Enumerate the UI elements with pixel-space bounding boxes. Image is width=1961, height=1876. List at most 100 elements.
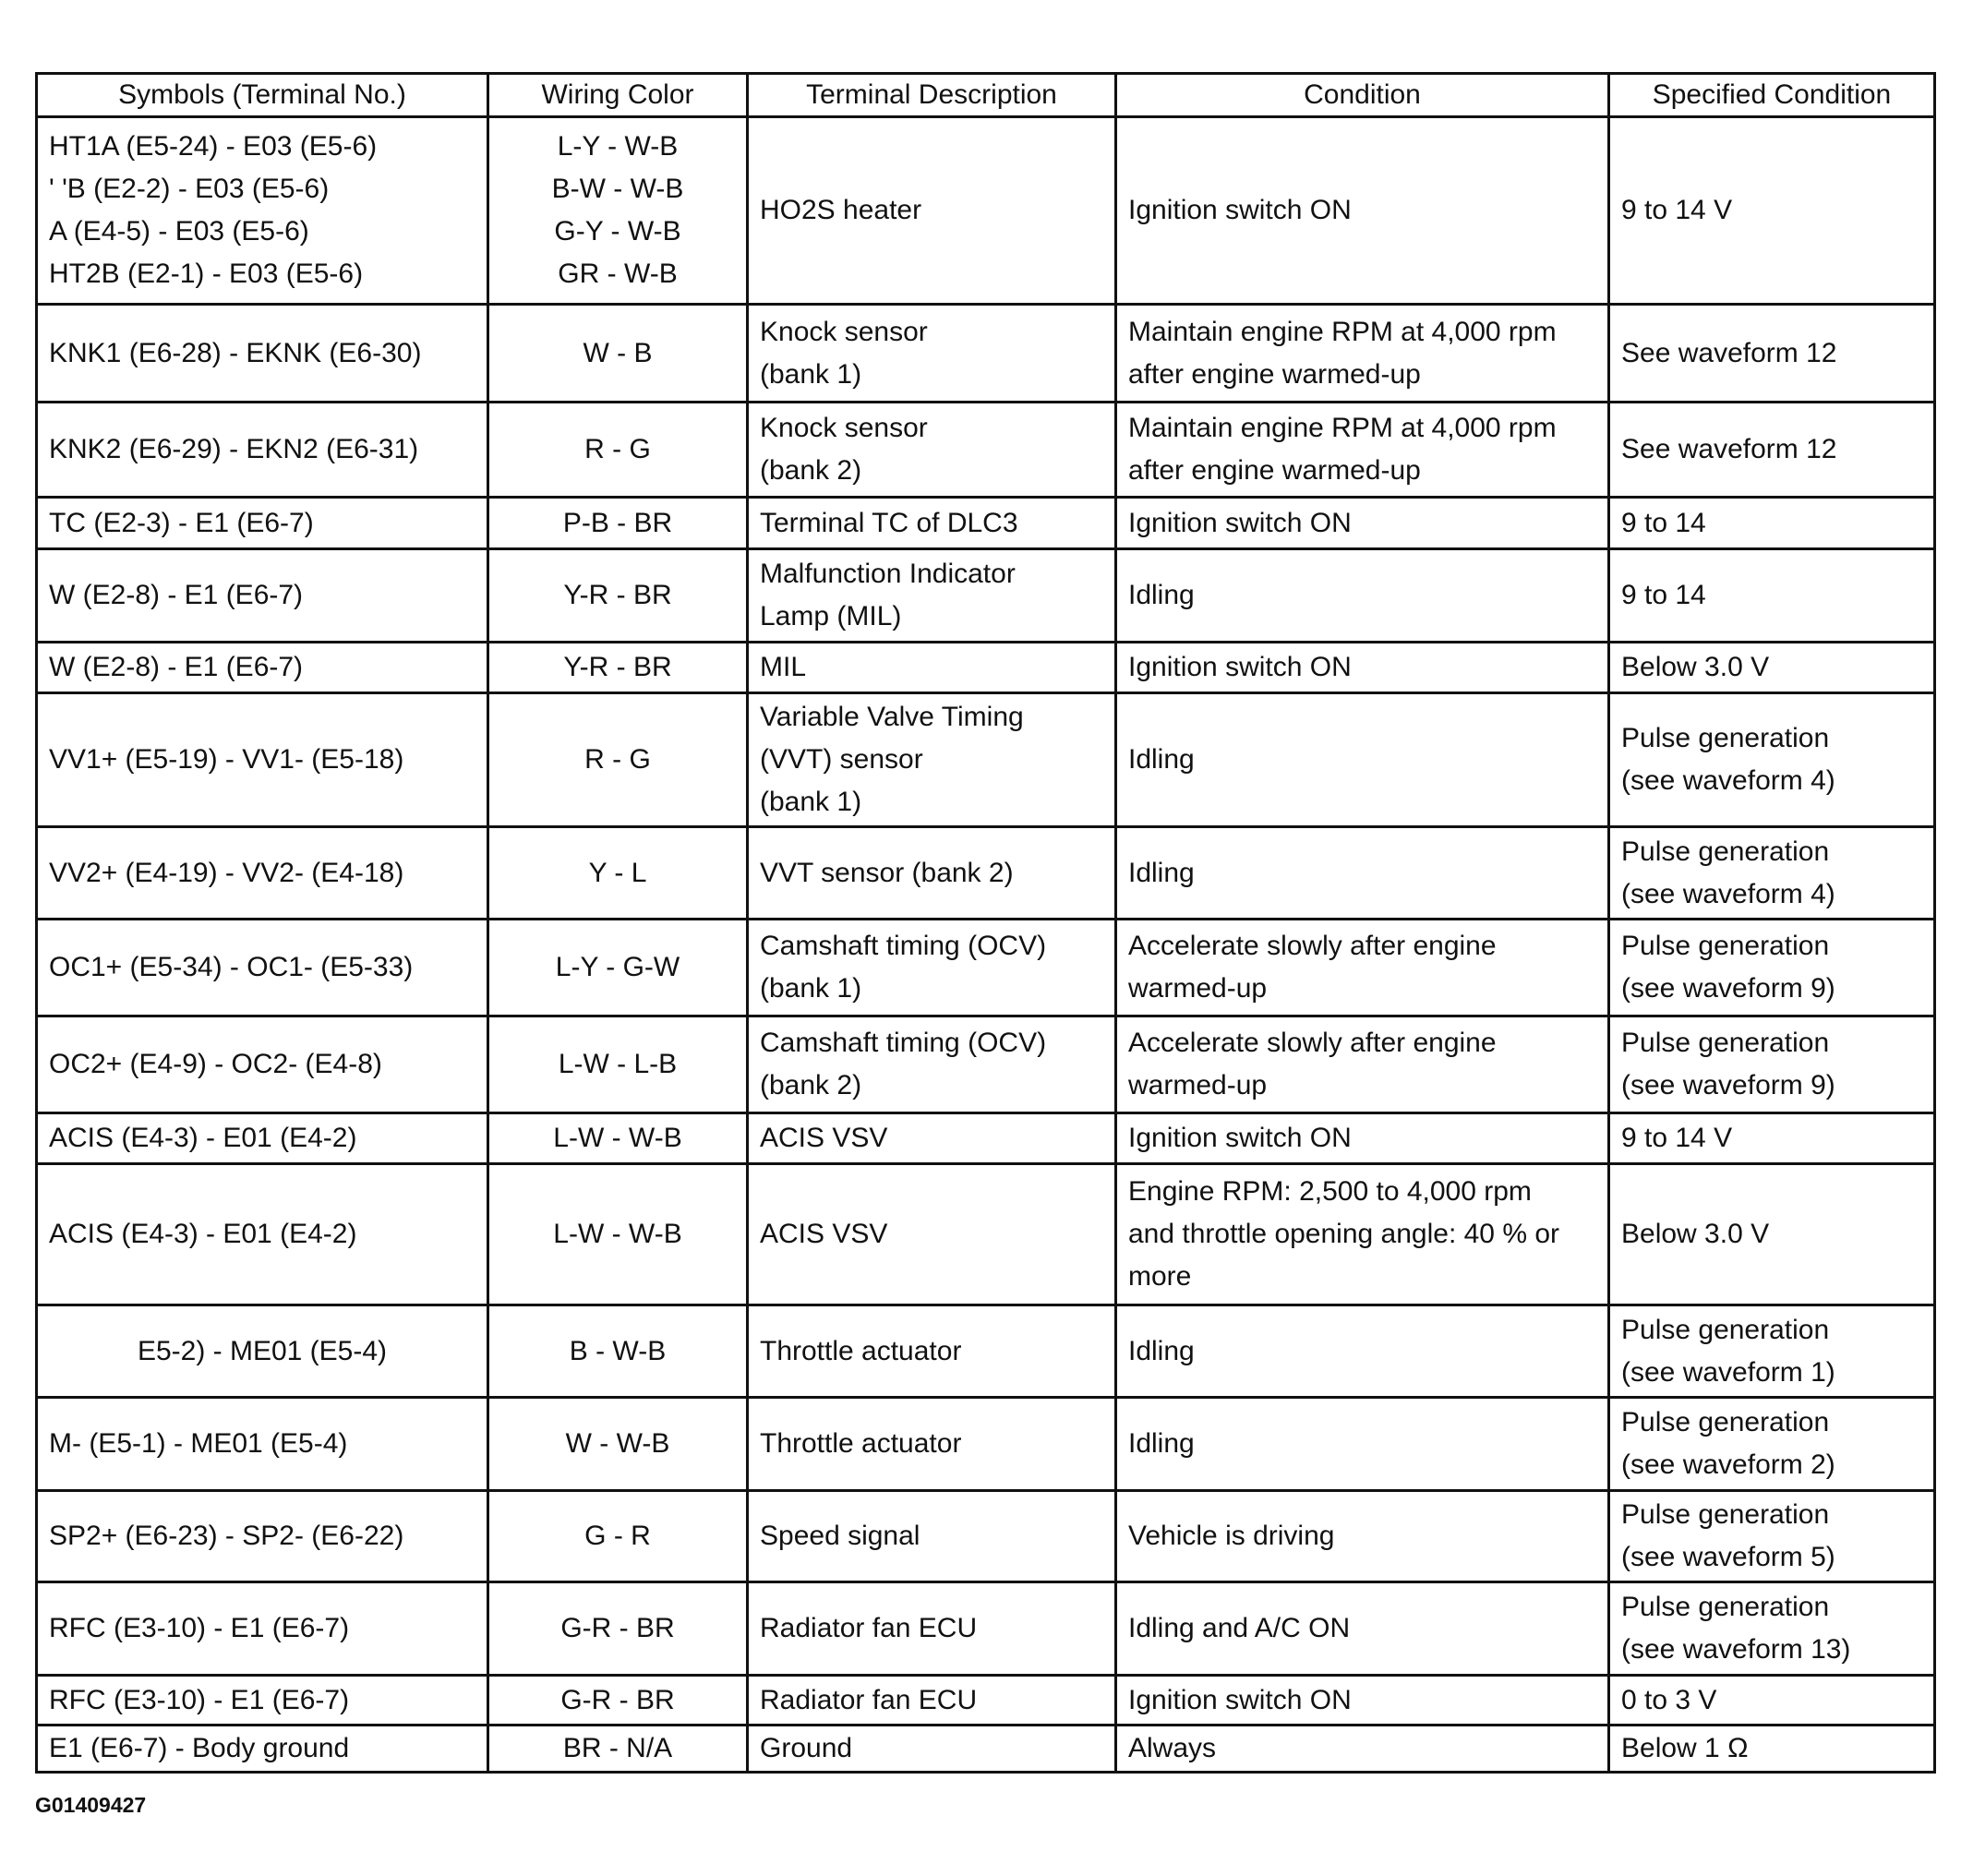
symbols-cell: KNK1 (E6-28) - EKNK (E6-30) [35, 303, 489, 403]
condition-cell: Idling [1114, 691, 1610, 828]
wiring-color-cell: W - B [487, 303, 749, 403]
table-row: M- (E5-1) - ME01 (E5-4) W - W-B Throttle a… [35, 1396, 1936, 1492]
specified-condition-cell: 9 to 14 V [1607, 1112, 1936, 1165]
header-symbols: Symbols (Terminal No.) [35, 72, 489, 118]
table-row: TC (E2-3) - E1 (E6-7) P-B - BR Terminal TC… [35, 496, 1936, 550]
wiring-color-cell: R - G [487, 691, 749, 828]
table-row: RFC (E3-10) - E1 (E6-7) G-R - BR Radiator … [35, 1581, 1936, 1677]
description-cell: Camshaft timing (OCV) (bank 1) [746, 918, 1117, 1017]
symbols-cell: KNK2 (E6-29) - EKN2 (E6-31) [35, 401, 489, 499]
table-row: ACIS (E4-3) - E01 (E4-2) L-W - W-B ACIS VS… [35, 1162, 1936, 1306]
header-wiring-color: Wiring Color [487, 72, 749, 118]
header-terminal-description: Terminal Description [746, 72, 1117, 118]
specified-condition-cell: Pulse generation (see waveform 13) [1607, 1581, 1936, 1677]
symbols-cell: OC1+ (E5-34) - OC1- (E5-33) [35, 918, 489, 1017]
condition-cell: Ignition switch ON [1114, 1112, 1610, 1165]
wiring-color-cell: G - R [487, 1489, 749, 1583]
condition-cell: Maintain engine RPM at 4,000 rpm after e… [1114, 303, 1610, 403]
specified-condition-cell: Pulse generation (see waveform 4) [1607, 825, 1936, 920]
table-row: OC1+ (E5-34) - OC1- (E5-33) L-Y - G-W Cams… [35, 918, 1936, 1017]
specified-condition-cell: Pulse generation (see waveform 2) [1607, 1396, 1936, 1492]
description-cell: Camshaft timing (OCV) (bank 2) [746, 1015, 1117, 1114]
wiring-color-cell: L-W - W-B [487, 1112, 749, 1165]
header-specified-condition: Specified Condition [1607, 72, 1936, 118]
wiring-color-cell: P-B - BR [487, 496, 749, 550]
specified-condition-cell: 9 to 14 [1607, 547, 1936, 643]
header-row: Symbols (Terminal No.) Wiring Color Term… [35, 72, 1936, 118]
table-row: SP2+ (E6-23) - SP2- (E6-22) G - R Speed si… [35, 1489, 1936, 1583]
condition-cell: Ignition switch ON [1114, 496, 1610, 550]
table-row: OC2+ (E4-9) - OC2- (E4-8) L-W - L-B Camsha… [35, 1015, 1936, 1114]
specified-condition-cell: See waveform 12 [1607, 401, 1936, 499]
wiring-color-cell: R - G [487, 401, 749, 499]
condition-cell: Always [1114, 1724, 1610, 1774]
symbols-cell: VV1+ (E5-19) - VV1- (E5-18) [35, 691, 489, 828]
condition-cell: Idling and A/C ON [1114, 1581, 1610, 1677]
condition-cell: Idling [1114, 1304, 1610, 1399]
header-condition: Condition [1114, 72, 1610, 118]
symbols-cell: W (E2-8) - E1 (E6-7) [35, 641, 489, 694]
description-cell: Speed signal [746, 1489, 1117, 1583]
condition-cell: Accelerate slowly after engine warmed-up [1114, 918, 1610, 1017]
description-cell: ACIS VSV [746, 1112, 1117, 1165]
table-row: E5-2) - ME01 (E5-4) B - W-B Throttle actua… [35, 1304, 1936, 1399]
condition-cell: Accelerate slowly after engine warmed-up [1114, 1015, 1610, 1114]
description-cell: Radiator fan ECU [746, 1581, 1117, 1677]
description-cell: Terminal TC of DLC3 [746, 496, 1117, 550]
wiring-color-cell: Y-R - BR [487, 547, 749, 643]
wiring-color-cell: G-R - BR [487, 1674, 749, 1726]
condition-cell: Ignition switch ON [1114, 641, 1610, 694]
condition-cell: Idling [1114, 825, 1610, 920]
description-cell: Knock sensor (bank 2) [746, 401, 1117, 499]
specified-condition-cell: 9 to 14 [1607, 496, 1936, 550]
table-row: KNK2 (E6-29) - EKN2 (E6-31) R - G Knock se… [35, 401, 1936, 499]
symbols-cell: M- (E5-1) - ME01 (E5-4) [35, 1396, 489, 1492]
symbols-cell: TC (E2-3) - E1 (E6-7) [35, 496, 489, 550]
condition-cell: Maintain engine RPM at 4,000 rpm after e… [1114, 401, 1610, 499]
specified-condition-cell: Pulse generation (see waveform 9) [1607, 1015, 1936, 1114]
table-row: W (E2-8) - E1 (E6-7) Y-R - BR MIL Ignition … [35, 641, 1936, 694]
terminal-spec-table: Symbols (Terminal No.) Wiring Color Term… [35, 72, 1936, 1774]
wiring-color-cell: L-Y - W-B B-W - W-B G-Y - W-B GR - W-B [487, 115, 749, 306]
description-cell: Malfunction Indicator Lamp (MIL) [746, 547, 1117, 643]
wiring-color-cell: L-W - W-B [487, 1162, 749, 1306]
table-row: HT1A (E5-24) - E03 (E5-6) ' 'B (E2-2) - … [35, 115, 1936, 306]
symbols-cell: W (E2-8) - E1 (E6-7) [35, 547, 489, 643]
symbols-cell: VV2+ (E4-19) - VV2- (E4-18) [35, 825, 489, 920]
specified-condition-cell: 0 to 3 V [1607, 1674, 1936, 1726]
wiring-color-cell: L-W - L-B [487, 1015, 749, 1114]
condition-cell: Idling [1114, 1396, 1610, 1492]
condition-cell: Ignition switch ON [1114, 1674, 1610, 1726]
description-cell: VVT sensor (bank 2) [746, 825, 1117, 920]
description-cell: Variable Valve Timing (VVT) sensor (bank… [746, 691, 1117, 828]
table-row: VV1+ (E5-19) - VV1- (E5-18) R - G Variable… [35, 691, 1936, 828]
table-row: VV2+ (E4-19) - VV2- (E4-18) Y - L VVT sens… [35, 825, 1936, 920]
condition-cell: Idling [1114, 547, 1610, 643]
wiring-color-cell: G-R - BR [487, 1581, 749, 1677]
specified-condition-cell: Pulse generation (see waveform 4) [1607, 691, 1936, 828]
specified-condition-cell: Pulse generation (see waveform 9) [1607, 918, 1936, 1017]
symbols-cell: HT1A (E5-24) - E03 (E5-6) ' 'B (E2-2) - … [35, 115, 489, 306]
description-cell: Throttle actuator [746, 1304, 1117, 1399]
wiring-color-cell: BR - N/A [487, 1724, 749, 1774]
specified-condition-cell: Below 3.0 V [1607, 641, 1936, 694]
symbols-cell: ACIS (E4-3) - E01 (E4-2) [35, 1112, 489, 1165]
figure-id: G01409427 [35, 1793, 147, 1817]
table-row: W (E2-8) - E1 (E6-7) Y-R - BR Malfunction … [35, 547, 1936, 643]
wiring-color-cell: Y - L [487, 825, 749, 920]
table-row: RFC (E3-10) - E1 (E6-7) G-R - BR Radiator … [35, 1674, 1936, 1726]
description-cell: ACIS VSV [746, 1162, 1117, 1306]
symbols-cell: SP2+ (E6-23) - SP2- (E6-22) [35, 1489, 489, 1583]
specified-condition-cell: Pulse generation (see waveform 1) [1607, 1304, 1936, 1399]
condition-cell: Engine RPM: 2,500 to 4,000 rpm and throt… [1114, 1162, 1610, 1306]
symbols-cell: E1 (E6-7) - Body ground [35, 1724, 489, 1774]
description-cell: MIL [746, 641, 1117, 694]
symbols-cell: RFC (E3-10) - E1 (E6-7) [35, 1674, 489, 1726]
description-cell: Radiator fan ECU [746, 1674, 1117, 1726]
specified-condition-cell: Pulse generation (see waveform 5) [1607, 1489, 1936, 1583]
wiring-color-cell: Y-R - BR [487, 641, 749, 694]
table-row: ACIS (E4-3) - E01 (E4-2) L-W - W-B ACIS VS… [35, 1112, 1936, 1165]
symbols-cell: E5-2) - ME01 (E5-4) [35, 1304, 489, 1399]
table-row: KNK1 (E6-28) - EKNK (E6-30) W - B Knock se… [35, 303, 1936, 403]
symbols-cell: OC2+ (E4-9) - OC2- (E4-8) [35, 1015, 489, 1114]
